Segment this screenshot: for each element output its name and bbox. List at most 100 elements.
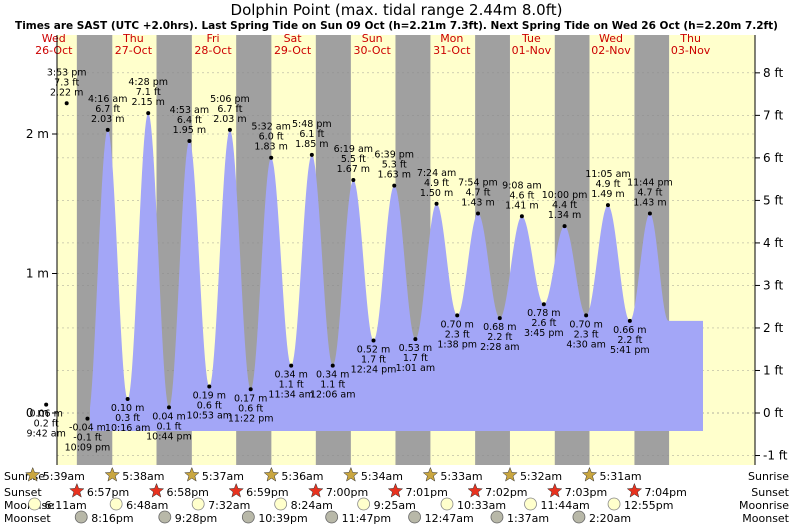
- sunset-icon: [148, 482, 165, 498]
- tide-label: 1.63 m: [378, 170, 411, 181]
- day-date-label: 03-Nov: [671, 44, 711, 57]
- tide-label: 0.70 m: [569, 319, 602, 330]
- right-tick-label: -1 ft: [763, 449, 788, 463]
- tide-label: 0.04 m: [152, 411, 185, 422]
- tide-label: 2.3 ft: [445, 329, 470, 340]
- tide-label: 2.22 m: [50, 87, 83, 98]
- sunset-time: 7:02pm: [485, 486, 527, 499]
- tide-label: 4.9 ft: [424, 178, 449, 189]
- right-tick-label: 2 ft: [763, 321, 783, 335]
- sunset-icon: [308, 482, 324, 498]
- sunset-time: 7:04pm: [644, 486, 686, 499]
- sunrise-label-left: Sunrise: [4, 470, 45, 483]
- day-weekday-label: Sat: [284, 32, 303, 45]
- sunrise-icon: [502, 466, 518, 482]
- moonrise-time: 6:48am: [126, 499, 168, 512]
- tide-label: 11:05 am: [585, 169, 630, 180]
- tide-point: [227, 127, 232, 132]
- sunrise-icon: [263, 466, 280, 482]
- tide-label: 0.6 ft: [197, 400, 222, 411]
- moonset-time: 12:47am: [425, 512, 474, 525]
- sunrise-time: 5:34am: [361, 470, 403, 483]
- day-date-label: 31-Oct: [433, 44, 471, 57]
- sunrise-time: 5:38am: [122, 470, 164, 483]
- sunrise-time: 5:36am: [281, 470, 323, 483]
- moonset-icon: [490, 510, 504, 524]
- tide-point: [207, 384, 212, 389]
- tide-point: [64, 101, 69, 106]
- tide-point: [562, 224, 567, 229]
- day-date-label: 28-Oct: [194, 44, 232, 57]
- tide-extremes: 0.06 m0.2 ft9:42 am 3:53 pm7.3 ft2.22 m -0…: [26, 67, 672, 453]
- tide-label: 1.67 m: [337, 164, 370, 175]
- tide-label: 4:28 pm: [128, 77, 168, 88]
- moonrise-time: 9:25am: [374, 499, 416, 512]
- tide-label: 0.06 m: [29, 409, 62, 420]
- tide-label: 4.7 ft: [465, 188, 490, 199]
- right-tick-label: 1 ft: [763, 363, 783, 377]
- sunset-label-left: Sunset: [4, 486, 42, 499]
- moonset-time: 10:39pm: [258, 512, 307, 525]
- tide-label: 11:44 pm: [627, 178, 673, 189]
- tide-point: [105, 127, 110, 132]
- y-axes: 0 m 1 m 2 m -1 ft 0 ft 1 ft 2 ft 3 ft 4 ft 5 ft 6 …: [26, 35, 788, 465]
- tide-point: [584, 313, 589, 318]
- tide-label: 0.2 ft: [34, 419, 59, 430]
- sunrise-icon: [104, 466, 121, 482]
- day-weekday-label: Wed: [599, 32, 623, 45]
- moonset-label-right: Moonset: [742, 512, 789, 525]
- tide-area: [90, 113, 703, 431]
- moonrise-icon: [524, 497, 537, 511]
- moonrise-time: 8:24am: [291, 499, 333, 512]
- day-weekday-label: Tue: [521, 32, 541, 45]
- tide-label: 2.15 m: [131, 97, 164, 108]
- sunset-icon: [69, 482, 85, 498]
- tide-label: 4.6 ft: [509, 190, 534, 201]
- daylight-band: [57, 35, 77, 465]
- tide-label: 2.03 m: [213, 114, 246, 125]
- tide-label: 0.52 m: [357, 344, 390, 355]
- sunrise-time: 5:31am: [599, 470, 641, 483]
- tide-point: [187, 138, 192, 143]
- moonset-icon: [325, 510, 339, 524]
- tide-label: 10:00 pm: [542, 190, 588, 201]
- tide-label: 10:44 pm: [146, 431, 192, 442]
- day-weekday-label: Thu: [679, 32, 701, 45]
- tide-label: 2.2 ft: [617, 335, 642, 346]
- day-date-label: 27-Oct: [115, 44, 153, 57]
- sun-moon-footer: Sunrise Sunset Moonrise Moonset Sunrise …: [4, 466, 790, 525]
- chart-subtitle: Times are SAST (UTC +2.0hrs). Last Sprin…: [15, 20, 778, 32]
- tide-label: 0.1 ft: [156, 421, 181, 432]
- tide-label: 1.49 m: [591, 189, 624, 200]
- tide-label: -0.04 m: [69, 423, 106, 434]
- tide-label: 2.3 ft: [574, 329, 599, 340]
- sunset-time: 6:57pm: [87, 486, 129, 499]
- tide-label: 4:30 am: [566, 339, 605, 350]
- tide-point: [146, 111, 151, 116]
- moonrise-label-right: Moonrise: [739, 499, 789, 512]
- tide-label: 7.3 ft: [54, 77, 79, 88]
- tide-point: [166, 405, 171, 410]
- tide-label: 1:01 am: [396, 363, 435, 374]
- moonset-icon: [408, 510, 421, 524]
- sunrise-time: 5:33am: [440, 470, 482, 483]
- tide-point: [497, 316, 502, 321]
- tide-label: 0.53 m: [399, 343, 432, 354]
- moonrise-time: 10:33am: [457, 499, 506, 512]
- left-tick-label: 0 m: [26, 406, 49, 420]
- moonset-icon: [74, 510, 88, 524]
- sunset-time: 7:03pm: [565, 486, 607, 499]
- tide-point: [85, 416, 90, 421]
- moonrise-time: 12:55pm: [624, 499, 673, 512]
- moonrise-icon: [191, 497, 205, 511]
- tide-point: [413, 337, 418, 342]
- sunset-icon: [546, 482, 563, 498]
- tide-label: 0.68 m: [483, 322, 516, 333]
- tide-point: [125, 397, 130, 402]
- tide-label: 1.95 m: [173, 125, 206, 136]
- tide-label: 10:53 am: [187, 410, 232, 421]
- tide-label: 1.83 m: [254, 142, 287, 153]
- tide-label: 0.19 m: [193, 390, 226, 401]
- right-tick-label: 8 ft: [763, 66, 783, 80]
